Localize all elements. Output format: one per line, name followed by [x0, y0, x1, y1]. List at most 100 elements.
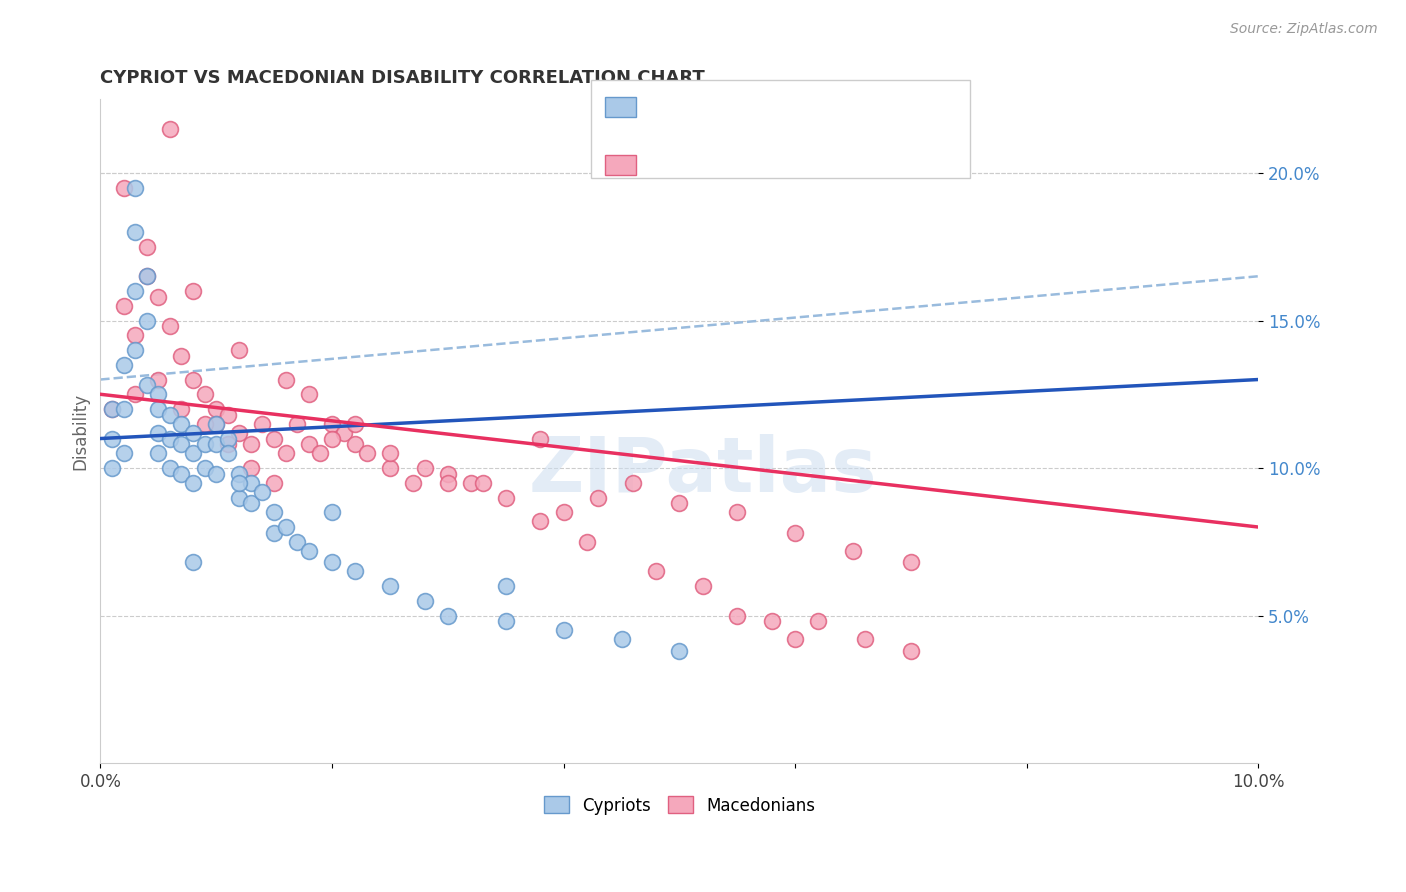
Point	[402, 475, 425, 490]
Point	[159, 319, 181, 334]
Point	[668, 644, 690, 658]
Point	[436, 608, 458, 623]
Point	[217, 408, 239, 422]
Point	[170, 467, 193, 481]
Point	[285, 534, 308, 549]
Point	[217, 437, 239, 451]
Point	[761, 615, 783, 629]
Point	[159, 408, 181, 422]
Point	[900, 556, 922, 570]
Point	[228, 475, 250, 490]
Point	[181, 372, 204, 386]
Point	[159, 121, 181, 136]
Text: 0.113: 0.113	[672, 98, 724, 116]
Point	[181, 284, 204, 298]
Point	[112, 446, 135, 460]
Point	[170, 402, 193, 417]
Point	[194, 437, 217, 451]
Point	[785, 632, 807, 647]
Point	[321, 556, 343, 570]
Text: -0.328: -0.328	[665, 156, 724, 174]
Point	[460, 475, 482, 490]
Point	[205, 437, 228, 451]
Text: Source: ZipAtlas.com: Source: ZipAtlas.com	[1230, 22, 1378, 37]
Point	[725, 608, 748, 623]
Point	[529, 514, 551, 528]
Text: R =: R =	[647, 156, 678, 174]
Point	[274, 446, 297, 460]
Point	[321, 432, 343, 446]
Point	[205, 417, 228, 431]
Point	[263, 432, 285, 446]
Point	[228, 467, 250, 481]
Point	[239, 496, 262, 510]
Point	[274, 372, 297, 386]
Point	[148, 372, 170, 386]
Point	[725, 505, 748, 519]
Point	[413, 594, 436, 608]
Point	[148, 402, 170, 417]
Point	[645, 564, 668, 578]
Point	[807, 615, 830, 629]
Point	[124, 225, 146, 239]
Point	[181, 475, 204, 490]
Point	[239, 437, 262, 451]
Point	[124, 328, 146, 343]
Point	[205, 417, 228, 431]
Point	[148, 425, 170, 440]
Point	[332, 425, 354, 440]
Point	[135, 269, 157, 284]
Point	[217, 432, 239, 446]
Point	[124, 387, 146, 401]
Point	[553, 505, 575, 519]
Point	[575, 534, 598, 549]
Point	[112, 299, 135, 313]
Point	[621, 475, 644, 490]
Point	[124, 180, 146, 194]
Point	[239, 475, 262, 490]
Point	[159, 432, 181, 446]
Point	[217, 446, 239, 460]
Point	[298, 387, 321, 401]
Point	[263, 505, 285, 519]
Point	[285, 417, 308, 431]
Point	[159, 461, 181, 475]
Point	[148, 387, 170, 401]
Point	[298, 543, 321, 558]
Point	[610, 632, 633, 647]
Point	[194, 461, 217, 475]
Text: ZIPatlas: ZIPatlas	[529, 434, 877, 508]
Point	[553, 624, 575, 638]
Point	[194, 387, 217, 401]
Point	[101, 461, 124, 475]
Point	[853, 632, 876, 647]
Text: CYPRIOT VS MACEDONIAN DISABILITY CORRELATION CHART: CYPRIOT VS MACEDONIAN DISABILITY CORRELA…	[100, 69, 704, 87]
Point	[378, 579, 401, 593]
Point	[112, 402, 135, 417]
Point	[252, 484, 274, 499]
Point	[170, 437, 193, 451]
Point	[124, 343, 146, 357]
Point	[181, 425, 204, 440]
Point	[112, 180, 135, 194]
Point	[274, 520, 297, 534]
Point	[148, 446, 170, 460]
Point	[228, 491, 250, 505]
Point	[101, 402, 124, 417]
Point	[263, 475, 285, 490]
Point	[135, 240, 157, 254]
Point	[588, 491, 610, 505]
Point	[124, 284, 146, 298]
Point	[692, 579, 714, 593]
Point	[101, 402, 124, 417]
Point	[321, 417, 343, 431]
Legend: Cypriots, Macedonians: Cypriots, Macedonians	[537, 789, 821, 822]
Point	[309, 446, 332, 460]
Point	[263, 525, 285, 540]
Point	[298, 437, 321, 451]
Point	[228, 343, 250, 357]
Point	[436, 475, 458, 490]
Y-axis label: Disability: Disability	[72, 392, 89, 470]
Point	[228, 425, 250, 440]
Point	[239, 461, 262, 475]
